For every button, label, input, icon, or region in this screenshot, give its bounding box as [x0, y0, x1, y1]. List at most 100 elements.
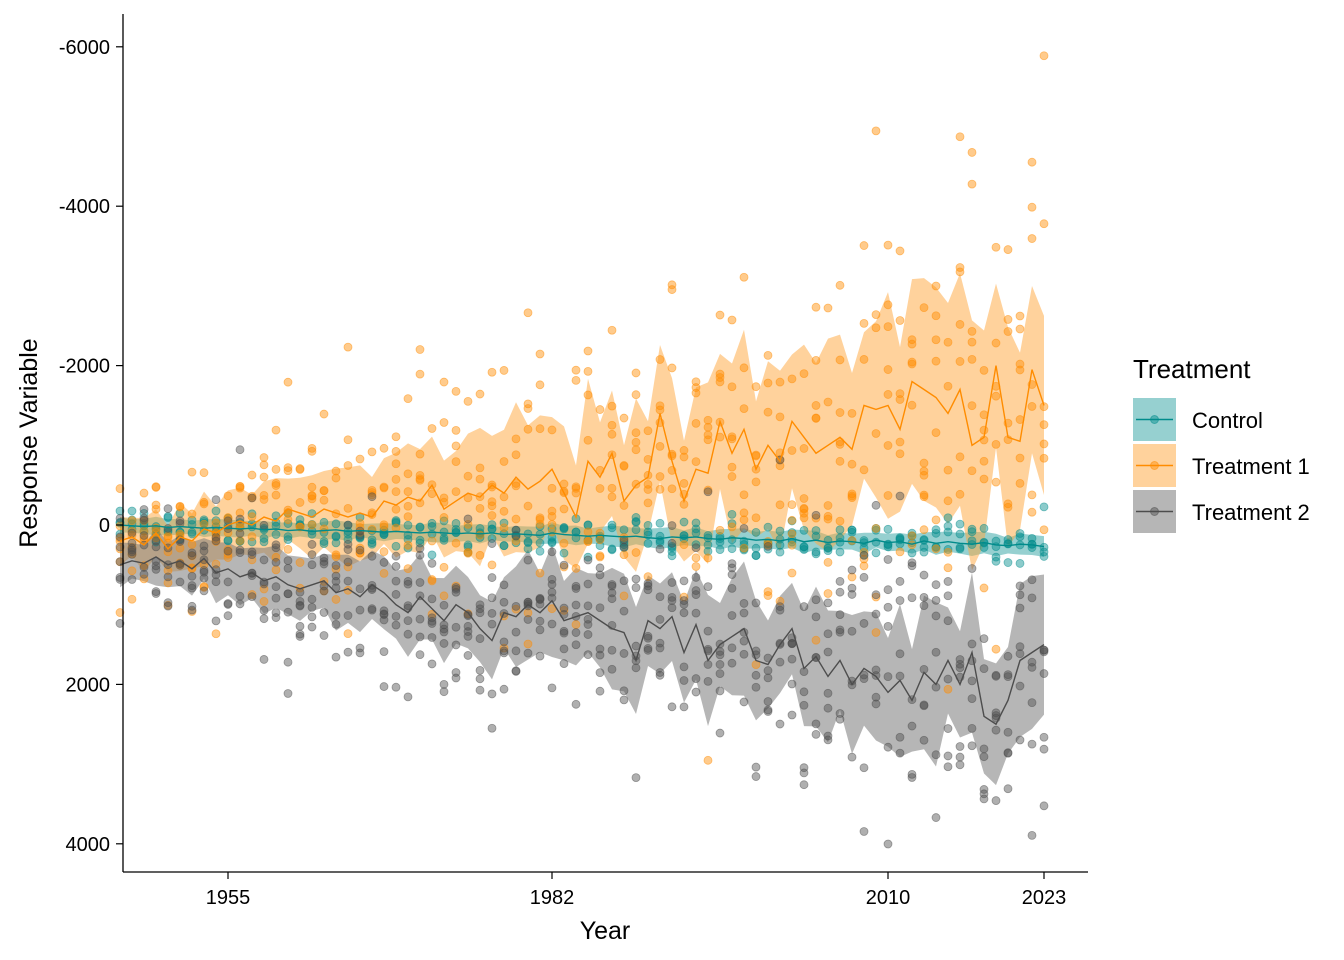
treatment-1-point	[1003, 245, 1013, 254]
treatment-2-point	[619, 535, 629, 545]
control-point	[811, 531, 821, 541]
treatment-1-point	[811, 635, 821, 645]
treatment-1-point	[571, 620, 581, 629]
control-point	[751, 543, 761, 553]
treatment-1-point	[1039, 453, 1049, 463]
control-point	[703, 531, 713, 540]
treatment-1-point	[955, 320, 965, 329]
treatment-2-point	[583, 630, 593, 639]
treatment-2-point	[811, 719, 821, 729]
treatment-2-point	[775, 602, 785, 612]
treatment-1-point	[283, 463, 293, 473]
treatment-2-point	[979, 752, 989, 762]
treatment-1-point	[907, 531, 917, 541]
treatment-1-point	[259, 495, 269, 504]
treatment-2-point	[199, 586, 209, 596]
treatment-1-point	[343, 562, 353, 572]
treatment-2-point	[835, 610, 845, 620]
treatment-2-point	[955, 663, 965, 673]
treatment-2-point	[571, 628, 581, 637]
control-point	[559, 524, 569, 534]
treatment-2-point	[427, 633, 437, 642]
treatment-1-point	[571, 482, 581, 492]
treatment-2-point	[631, 574, 641, 584]
treatment-1-point	[307, 494, 317, 504]
treatment-2-point	[511, 602, 521, 611]
treatment-2-point	[235, 528, 245, 538]
control-point	[967, 527, 977, 537]
treatment-2-point	[667, 702, 677, 712]
control-point	[679, 531, 689, 541]
treatment-1-point	[391, 432, 401, 442]
treatment-1-point	[439, 377, 449, 387]
treatment-1-point	[403, 564, 413, 573]
treatment-1-point	[1003, 327, 1013, 336]
treatment-1-point	[895, 395, 905, 404]
treatment-2-point	[391, 576, 401, 586]
treatment-2-point	[931, 750, 941, 760]
treatment-2-point	[283, 689, 293, 698]
treatment-2-point	[595, 644, 605, 654]
control-point	[883, 524, 893, 534]
treatment-2-point	[811, 612, 821, 622]
treatment-2-point	[775, 657, 785, 667]
treatment-2-point	[571, 600, 581, 610]
treatment-1-point	[247, 512, 257, 522]
treatment-2-point	[127, 528, 137, 538]
treatment-2-point	[643, 644, 653, 653]
treatment-2-point	[847, 626, 857, 636]
treatment-2-point	[907, 773, 917, 782]
x-tick-label: 1955	[206, 887, 251, 909]
treatment-1-point	[787, 529, 797, 539]
treatment-2-point	[595, 668, 605, 678]
treatment-2-point	[595, 563, 605, 573]
treatment-1-point	[379, 443, 389, 453]
treatment-1-point	[475, 550, 485, 560]
treatment-2-point	[163, 524, 173, 533]
treatment-1-point	[703, 435, 713, 445]
treatment-1-point	[619, 550, 629, 560]
treatment-1-point	[955, 452, 965, 462]
legend-title: Treatment	[1133, 354, 1251, 384]
treatment-1-point	[703, 422, 713, 432]
treatment-2-point	[1015, 581, 1025, 591]
treatment-1-point	[799, 444, 809, 453]
treatment-2-point	[955, 760, 965, 770]
treatment-2-point	[403, 577, 413, 586]
control-point	[823, 543, 833, 553]
treatment-1-point	[943, 337, 953, 347]
treatment-2-point	[919, 735, 929, 745]
treatment-2-point	[139, 515, 149, 525]
treatment-1-point	[115, 484, 125, 493]
treatment-2-point	[799, 700, 809, 710]
treatment-2-point	[511, 627, 521, 637]
treatment-2-point	[547, 547, 557, 557]
treatment-2-point	[751, 670, 761, 680]
treatment-2-point	[187, 548, 197, 558]
treatment-1-point	[799, 503, 809, 513]
treatment-1-point	[919, 303, 929, 313]
treatment-2-point	[595, 570, 605, 580]
treatment-1-point	[799, 369, 809, 379]
treatment-2-point	[223, 599, 233, 608]
treatment-2-point	[703, 626, 713, 636]
treatment-2-point	[319, 559, 329, 569]
treatment-2-point	[367, 605, 377, 615]
treatment-1-point	[499, 366, 509, 375]
treatment-2-point	[967, 564, 977, 573]
treatment-1-point	[895, 246, 905, 256]
treatment-1-point	[643, 479, 653, 489]
treatment-1-point	[415, 474, 425, 484]
treatment-2-point	[667, 521, 677, 530]
treatment-1-point	[799, 508, 809, 518]
treatment-2-point	[643, 633, 653, 643]
treatment-1-point	[907, 339, 917, 349]
treatment-2-point	[619, 686, 629, 696]
treatment-2-point	[859, 763, 869, 773]
treatment-2-point	[715, 660, 725, 669]
treatment-2-point	[1039, 647, 1049, 657]
treatment-2-point	[739, 608, 749, 618]
treatment-2-point	[1003, 672, 1013, 681]
treatment-2-point	[907, 561, 917, 571]
treatment-2-point	[895, 748, 905, 758]
